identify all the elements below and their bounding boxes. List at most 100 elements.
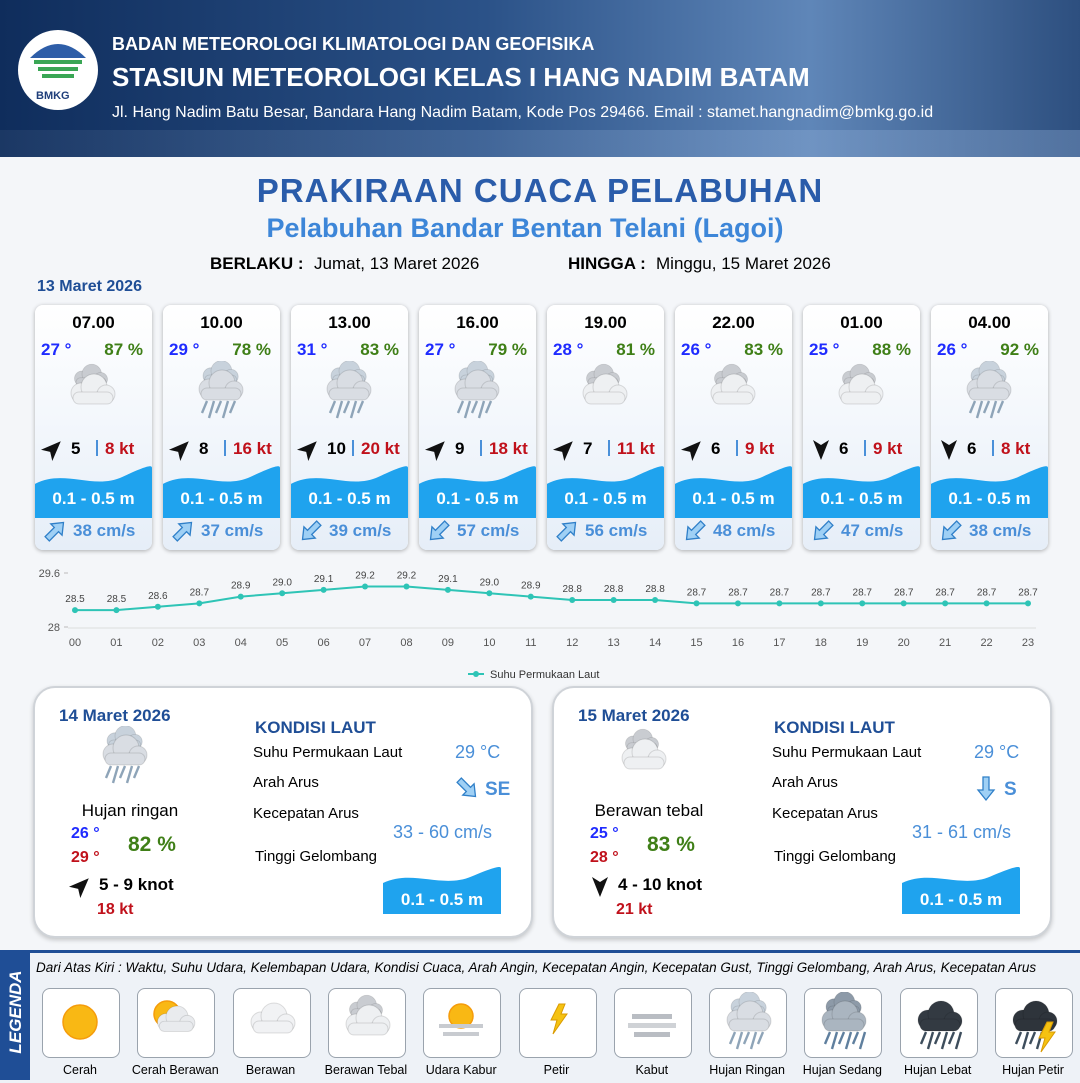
wave-svg	[675, 466, 792, 518]
line-shape	[933, 1031, 941, 1045]
agency: BADAN METEOROLOGI KLIMATOLOGI DAN GEOFIS…	[112, 34, 595, 54]
wind-direction	[423, 435, 451, 468]
x-tick-label: 09	[442, 637, 454, 649]
forecast-card: 16.00 27 ° 79 % 9 18 kt 0.1 - 0.5 m 57 cm/s	[419, 305, 536, 550]
separator	[480, 440, 482, 456]
sst-point	[776, 600, 783, 607]
weather-icon	[701, 361, 763, 428]
x-tick-label: 13	[608, 637, 620, 649]
x-tick-label: 21	[939, 637, 951, 649]
g-shape	[326, 369, 372, 401]
polygon-shape	[1038, 1021, 1056, 1053]
weather-icon-svg	[838, 363, 884, 405]
path-shape	[547, 466, 664, 518]
line-shape	[132, 765, 141, 779]
polygon-shape	[813, 520, 834, 541]
rect-shape	[200, 387, 242, 401]
current-speed: 39 cm/s	[329, 521, 392, 540]
line-shape	[356, 400, 365, 414]
separator	[736, 440, 738, 456]
current-speed: 37 cm/s	[201, 521, 264, 540]
line-shape	[982, 400, 991, 414]
day-wave-height: 0.1 - 0.5 m	[919, 890, 1003, 909]
x-tick-label: 16	[732, 637, 744, 649]
sst-point	[362, 583, 369, 590]
gust: 11 kt	[617, 439, 655, 458]
forecast-card: 19.00 28 ° 81 % 7 11 kt 0.1 - 0.5 m 56 cm/s	[547, 305, 664, 550]
g-shape	[454, 369, 500, 401]
sst-point	[610, 597, 617, 603]
sst-point	[403, 583, 410, 590]
wave-svg	[931, 466, 1048, 518]
legend-item: Hujan Sedang	[802, 1063, 882, 1077]
sst-label: Suhu Permukaan Laut	[253, 744, 403, 761]
wind-direction-svg	[941, 440, 957, 460]
wind-direction	[39, 435, 67, 468]
rect-shape	[627, 1023, 676, 1028]
humidity: 83 %	[744, 340, 783, 359]
line-shape	[756, 1031, 765, 1045]
x-tick-label: 04	[235, 637, 247, 649]
wind-direction-svg	[296, 441, 317, 462]
rect-shape	[328, 387, 370, 401]
sea-heading: KONDISI LAUT	[255, 718, 376, 737]
wave	[419, 463, 536, 523]
day-wave-svg	[383, 866, 501, 914]
polygon-shape	[941, 520, 962, 541]
rect-shape	[584, 391, 626, 405]
sst-point	[652, 597, 659, 603]
wind-speed: 10	[327, 439, 346, 458]
polygon-shape	[40, 441, 61, 462]
line-shape	[742, 1031, 751, 1045]
rect-shape	[42, 74, 74, 78]
title: PRAKIRAAN CUACA PELABUHAN	[256, 172, 824, 209]
line-shape	[228, 400, 237, 414]
gust: 18 kt	[489, 439, 528, 458]
wave-height: 0.1 - 0.5 m	[52, 489, 135, 508]
forecast-card: 01.00 25 ° 88 % 6 9 kt 0.1 - 0.5 m 47 cm/s	[803, 305, 920, 550]
line-shape	[989, 400, 998, 419]
wind-direction-svg	[40, 441, 61, 462]
legend-icon-svg	[62, 1004, 98, 1040]
wave	[675, 463, 792, 523]
day-wind-direction-svg	[68, 878, 89, 899]
temp-min: 26 °	[71, 825, 100, 842]
address: Jl. Hang Nadim Batu Besar, Bandara Hang …	[112, 104, 934, 121]
day-wind: 4 - 10 knot	[618, 875, 703, 894]
legend-icon	[431, 992, 493, 1059]
current-direction-svg	[941, 520, 962, 541]
wave	[547, 463, 664, 523]
weather-icon-svg	[582, 363, 628, 405]
weather-icon	[829, 361, 891, 428]
polygon-shape	[941, 440, 957, 460]
wave-height: 0.1 - 0.5 m	[948, 489, 1031, 508]
polygon-shape	[296, 441, 317, 462]
sst-point	[900, 600, 907, 607]
wind-speed: 5	[71, 439, 81, 458]
line-shape	[859, 1031, 867, 1050]
temperature: 26 °	[681, 340, 712, 359]
current-direction	[937, 517, 965, 550]
current-direction-svg	[685, 520, 706, 541]
legend-icon	[908, 992, 970, 1059]
line-shape	[968, 400, 977, 414]
value-label: 28.7	[935, 587, 955, 598]
value-label: 28.9	[521, 581, 541, 592]
weather-icon	[445, 360, 507, 428]
wind-direction	[551, 435, 579, 468]
x-tick-label: 05	[276, 637, 288, 649]
polygon-shape	[429, 520, 450, 541]
day-wave-height: 0.1 - 0.5 m	[400, 890, 484, 909]
day-panel: 14 Maret 2026 Hujan ringan 26 ° 29 ° 82 % 5 -…	[33, 686, 533, 938]
rect-shape	[439, 1024, 484, 1028]
valid-to-label: HINGGA :	[568, 254, 646, 273]
wave	[931, 463, 1048, 523]
g-shape	[1012, 1000, 1058, 1032]
valid-to: Minggu, 15 Maret 2026	[656, 254, 831, 273]
day-humidity: 83 %	[647, 833, 695, 856]
separator	[352, 440, 354, 456]
x-tick-label: 22	[980, 637, 992, 649]
day-wind-direction	[586, 872, 614, 905]
g-shape	[941, 440, 957, 460]
